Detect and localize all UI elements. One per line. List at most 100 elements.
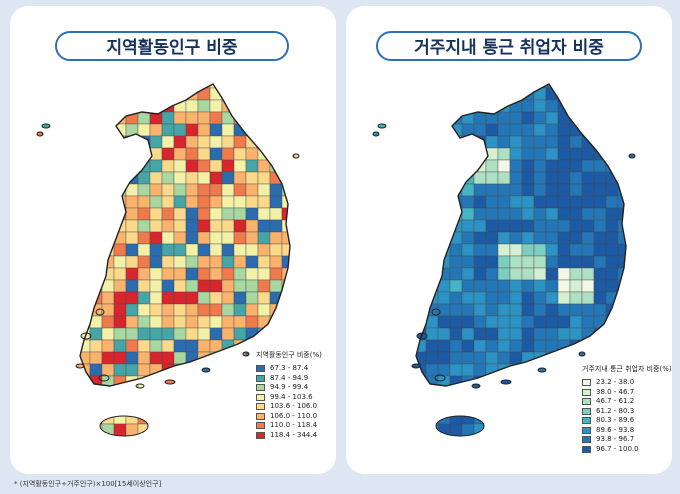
activity-region: [137, 255, 151, 269]
commuter-region: [569, 327, 583, 341]
activity-island-outline: [164, 379, 176, 385]
commuter-region: [569, 219, 583, 233]
commuter-region: [617, 303, 631, 317]
activity-region: [41, 219, 55, 233]
commuter-region: [377, 159, 391, 173]
commuter-region: [377, 303, 391, 317]
activity-region: [101, 411, 115, 425]
activity-legend-swatch: [256, 384, 265, 392]
commuter-region: [545, 435, 559, 436]
commuter-region: [569, 303, 583, 317]
commuter-region: [373, 195, 379, 209]
activity-region: [37, 243, 43, 257]
activity-region: [281, 303, 295, 317]
commuter-region: [605, 99, 619, 113]
activity-region: [209, 243, 223, 257]
activity-region: [149, 135, 163, 149]
commuter-region: [461, 315, 475, 329]
commuter-region: [605, 327, 619, 341]
commuter-region: [461, 255, 475, 269]
activity-region: [209, 255, 223, 269]
commuter-region: [389, 267, 403, 281]
commuter-region: [449, 291, 463, 305]
commuter-region: [642, 304, 654, 316]
activity-region: [221, 147, 235, 161]
activity-region: [137, 84, 151, 89]
commuter-island-outline: [471, 383, 481, 389]
commuter-legend-swatch: [582, 426, 591, 434]
activity-region: [137, 207, 151, 221]
commuter-region: [497, 279, 511, 293]
activity-region: [65, 147, 79, 161]
commuter-region: [485, 171, 499, 185]
activity-region: [113, 159, 127, 173]
commuter-region: [389, 291, 403, 305]
commuter-region: [581, 291, 595, 305]
activity-region: [53, 291, 67, 305]
activity-region: [161, 207, 175, 221]
activity-region: [65, 303, 79, 317]
commuter-region: [389, 183, 403, 197]
activity-region: [113, 291, 127, 305]
activity-region: [37, 87, 43, 101]
activity-region: [209, 399, 223, 413]
commuter-region: [377, 87, 391, 101]
commuter-legend-label: 80.3 - 89.6: [596, 416, 635, 425]
commuter-region: [413, 423, 427, 436]
commuter-legend-swatch: [582, 379, 591, 387]
commuter-region: [642, 88, 654, 100]
activity-region: [125, 84, 139, 89]
activity-region: [137, 279, 151, 293]
commuter-region: [485, 231, 499, 245]
activity-region: [281, 123, 295, 137]
activity-region: [161, 267, 175, 281]
activity-region: [53, 183, 67, 197]
commuter-region: [413, 207, 427, 221]
activity-region: [53, 243, 67, 257]
commuter-region: [521, 267, 535, 281]
activity-region: [293, 171, 299, 185]
activity-region: [89, 327, 103, 341]
activity-region: [137, 435, 151, 436]
activity-region: [101, 435, 115, 436]
commuter-region: [509, 84, 523, 89]
activity-region: [245, 231, 259, 245]
activity-region: [89, 99, 103, 113]
activity-region: [197, 423, 211, 436]
activity-region: [197, 279, 211, 293]
activity-region: [89, 339, 103, 353]
commuter-region: [557, 387, 571, 401]
commuter-region: [473, 363, 487, 377]
activity-region: [233, 339, 247, 353]
activity-region: [221, 363, 235, 377]
commuter-region: [377, 279, 391, 293]
activity-region: [173, 231, 187, 245]
activity-region: [125, 315, 139, 329]
activity-region: [209, 363, 223, 377]
commuter-region: [642, 184, 654, 196]
commuter-region: [605, 243, 619, 257]
commuter-region: [605, 267, 619, 281]
commuter-region: [401, 291, 415, 305]
activity-region: [269, 207, 283, 221]
commuter-region: [533, 183, 547, 197]
activity-region: [281, 219, 295, 233]
commuter-region: [642, 76, 654, 88]
commuter-region: [389, 243, 403, 257]
activity-region: [89, 135, 103, 149]
activity-region: [173, 327, 187, 341]
commuter-region: [449, 435, 463, 436]
activity-legend-item: 87.4 - 94.9: [256, 374, 322, 384]
commuter-region: [373, 291, 379, 305]
activity-region: [53, 339, 67, 353]
activity-region: [257, 123, 271, 137]
activity-region: [41, 363, 55, 377]
commuter-region: [605, 255, 619, 269]
activity-region: [53, 315, 67, 329]
activity-region: [173, 411, 187, 425]
activity-region: [161, 291, 175, 305]
commuter-region: [377, 351, 391, 365]
commuter-region: [629, 315, 635, 329]
activity-legend-item: 110.0 - 118.4: [256, 421, 322, 431]
commuter-region: [449, 171, 463, 185]
